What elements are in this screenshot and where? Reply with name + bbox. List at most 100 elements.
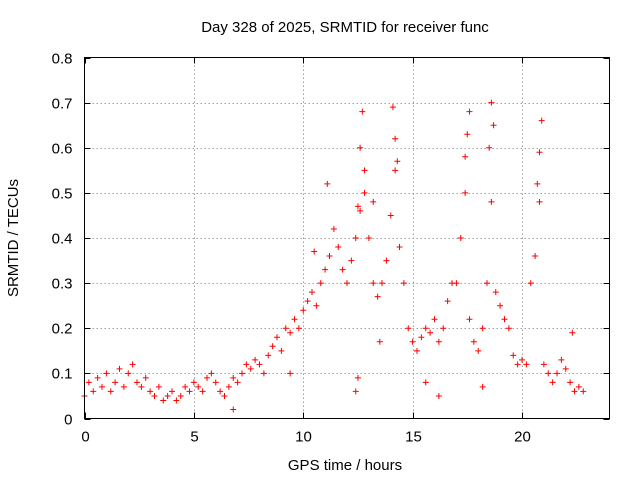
data-point — [217, 388, 224, 395]
data-point — [116, 365, 123, 372]
y-tick-label: 0 — [64, 412, 72, 429]
data-point — [396, 244, 403, 251]
data-point — [230, 374, 237, 381]
data-point — [278, 347, 285, 354]
data-point — [427, 329, 434, 336]
data-point — [186, 388, 193, 395]
data-point — [370, 198, 377, 205]
x-tick-label: 5 — [190, 429, 198, 446]
data-point — [490, 122, 497, 129]
data-point — [324, 180, 331, 187]
data-point — [182, 383, 189, 390]
data-point — [252, 356, 259, 363]
axis-ticks — [84, 57, 610, 420]
data-point — [313, 302, 320, 309]
data-point — [376, 338, 383, 345]
data-point — [466, 316, 473, 323]
data-point — [523, 361, 530, 368]
data-point — [274, 334, 280, 341]
y-tick-label: 0.3 — [52, 276, 73, 293]
data-point — [352, 388, 359, 395]
data-point — [155, 383, 162, 390]
data-point — [230, 406, 237, 413]
data-point — [558, 356, 565, 363]
data-point — [422, 325, 429, 332]
data-point — [479, 325, 486, 332]
data-point — [348, 257, 355, 264]
data-point — [225, 383, 232, 390]
data-point — [147, 388, 154, 395]
data-point — [549, 379, 556, 386]
data-point — [497, 302, 504, 309]
data-point — [94, 374, 101, 381]
data-point — [488, 198, 495, 205]
data-point — [479, 383, 486, 390]
data-point — [269, 343, 276, 350]
data-point — [243, 361, 250, 368]
data-point — [361, 167, 368, 174]
data-point — [295, 325, 302, 332]
x-axis-label: GPS time / hours — [288, 457, 402, 474]
data-point — [365, 235, 372, 241]
data-point — [300, 307, 307, 314]
data-point — [344, 280, 350, 287]
data-point — [374, 293, 381, 300]
data-point — [418, 334, 425, 341]
data-point — [536, 198, 543, 205]
data-point — [567, 379, 574, 386]
data-point — [475, 347, 482, 354]
data-point — [562, 365, 569, 372]
y-tick-label: 0.8 — [52, 51, 73, 68]
data-point — [173, 397, 180, 404]
data-point — [120, 383, 127, 390]
data-point — [466, 108, 473, 115]
data-point — [195, 383, 202, 390]
data-point — [392, 135, 399, 142]
x-tick-label: 10 — [295, 429, 312, 446]
data-point — [354, 203, 361, 210]
data-point — [221, 392, 228, 399]
data-point — [164, 392, 171, 399]
data-point — [357, 207, 364, 214]
data-point — [580, 388, 587, 395]
data-point — [359, 108, 366, 115]
data-point — [361, 189, 368, 196]
data-point — [379, 280, 385, 287]
data-point — [435, 338, 442, 345]
grid-lines — [84, 57, 610, 419]
data-point — [311, 248, 318, 255]
data-point — [392, 167, 399, 174]
data-point — [330, 225, 337, 232]
data-point — [488, 99, 495, 106]
data-point — [322, 266, 329, 273]
data-point — [387, 212, 394, 219]
data-point — [352, 235, 359, 241]
y-tick-label: 0.4 — [52, 231, 73, 248]
data-point — [505, 325, 512, 332]
data-point — [519, 356, 525, 363]
data-point — [492, 289, 499, 296]
data-point — [514, 361, 521, 368]
data-point — [354, 374, 361, 381]
y-tick-label: 0.1 — [52, 366, 73, 383]
data-point — [107, 388, 114, 395]
data-point — [129, 361, 136, 368]
data-point — [383, 257, 390, 264]
data-point — [256, 361, 263, 368]
data-point — [287, 329, 294, 336]
data-point — [212, 379, 219, 386]
data-point — [510, 352, 517, 359]
data-point — [554, 370, 560, 377]
data-point — [335, 244, 342, 251]
y-axis-label: SRMTID / TECUs — [5, 179, 22, 297]
data-point — [545, 370, 552, 377]
data-point — [370, 280, 377, 287]
data-point — [134, 379, 140, 386]
x-tick-label: 0 — [81, 429, 89, 446]
tick-labels: 0 5 10 15 20 0 0.1 0.2 0.3 0.4 0.5 0.6 0.7 0.8 — [52, 51, 531, 446]
data-point — [287, 370, 294, 377]
data-point — [90, 388, 97, 395]
data-point — [304, 298, 311, 305]
data-point — [339, 266, 346, 273]
